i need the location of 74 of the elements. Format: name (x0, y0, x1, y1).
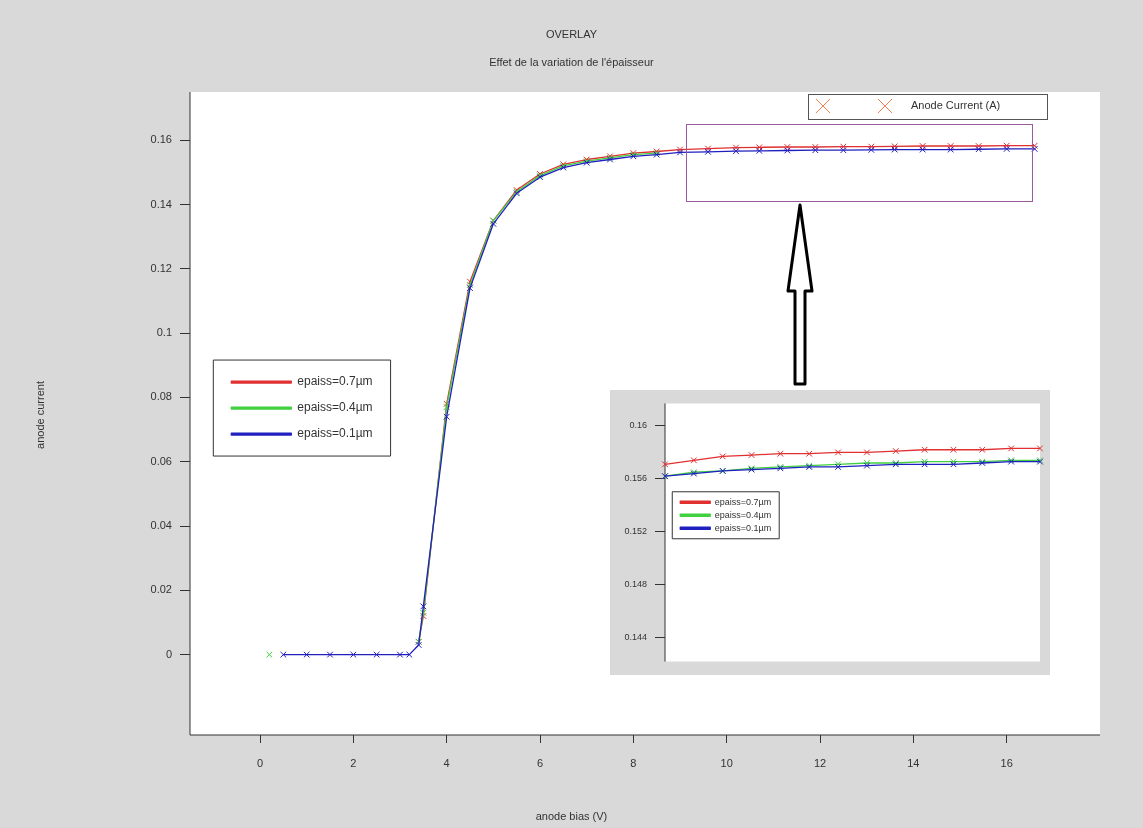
point (892, 447, 900, 455)
y-tick-label: 0.1 (156, 326, 172, 339)
x-tick-label: 2 (350, 756, 357, 769)
point (978, 446, 986, 454)
chart-subtitle: Effet de la variation de l'épaisseur (488, 56, 655, 68)
x-tick-label: 12 (813, 756, 827, 769)
y-tick-label: 0.06 (150, 454, 172, 467)
point (840, 146, 847, 154)
point (420, 603, 427, 610)
point (1036, 445, 1044, 452)
y-tick-label: 0.14 (150, 197, 172, 210)
point (373, 651, 380, 658)
annotation: Anode Current (A) (911, 99, 1001, 111)
legend-label: epaiss=0.4µm (297, 400, 373, 415)
y-tick-label: 0.16 (150, 133, 172, 146)
point (303, 651, 310, 658)
point (443, 413, 450, 421)
legend-label: epaiss=0.4µm (714, 509, 772, 520)
point (704, 145, 712, 152)
point (406, 651, 413, 658)
point (777, 450, 784, 458)
point (266, 651, 273, 658)
y-tick-label: 0.12 (150, 261, 172, 274)
x-axis-title: anode bias (V) (534, 810, 609, 822)
y-tick-label: 0.144 (624, 632, 647, 643)
point (1031, 145, 1038, 153)
legend-label: epaiss=0.7µm (297, 374, 373, 389)
point (868, 146, 875, 154)
y-axis-title: anode current (34, 381, 46, 449)
point (280, 651, 287, 658)
x-tick-label: 6 (536, 756, 544, 769)
y-tick-label: 0.04 (150, 519, 172, 532)
point (805, 450, 813, 458)
point (732, 144, 740, 151)
point (834, 449, 842, 456)
point (396, 651, 404, 658)
point (947, 142, 954, 150)
point (919, 146, 926, 153)
point (1003, 145, 1010, 153)
y-tick-label: 0.148 (624, 579, 647, 590)
point (732, 147, 740, 155)
point (919, 142, 926, 150)
point (350, 651, 357, 658)
x-tick-label: 4 (443, 756, 450, 769)
x-tick-label: 0 (256, 756, 264, 769)
point (784, 147, 791, 154)
x-tick-label: 16 (1000, 756, 1013, 769)
point (921, 446, 928, 454)
point (326, 651, 334, 658)
y-tick-label: 0.156 (624, 473, 647, 484)
point (690, 457, 698, 464)
y-tick-label: 0.02 (150, 583, 172, 596)
point (661, 460, 669, 468)
y-tick-label: 0.08 (150, 390, 172, 403)
legend-label: epaiss=0.1µm (714, 522, 772, 533)
point (947, 146, 954, 153)
y-tick-label: 0.16 (629, 420, 647, 431)
point (863, 449, 871, 456)
point (784, 143, 791, 151)
point (1007, 445, 1015, 452)
x-tick-label: 8 (630, 756, 637, 769)
x-tick-label: 10 (720, 756, 733, 769)
legend-label: epaiss=0.1µm (297, 426, 373, 441)
y-tick-label: 0 (165, 647, 172, 660)
y-tick-label: 0.152 (624, 526, 647, 537)
point (950, 446, 957, 454)
point (748, 451, 755, 459)
chart-title: OVERLAY (544, 28, 599, 40)
x-tick-label: 14 (907, 756, 920, 769)
point (490, 220, 497, 228)
point (704, 148, 712, 156)
legend-label: epaiss=0.7µm (714, 496, 772, 507)
point (756, 147, 763, 155)
point (719, 453, 727, 460)
